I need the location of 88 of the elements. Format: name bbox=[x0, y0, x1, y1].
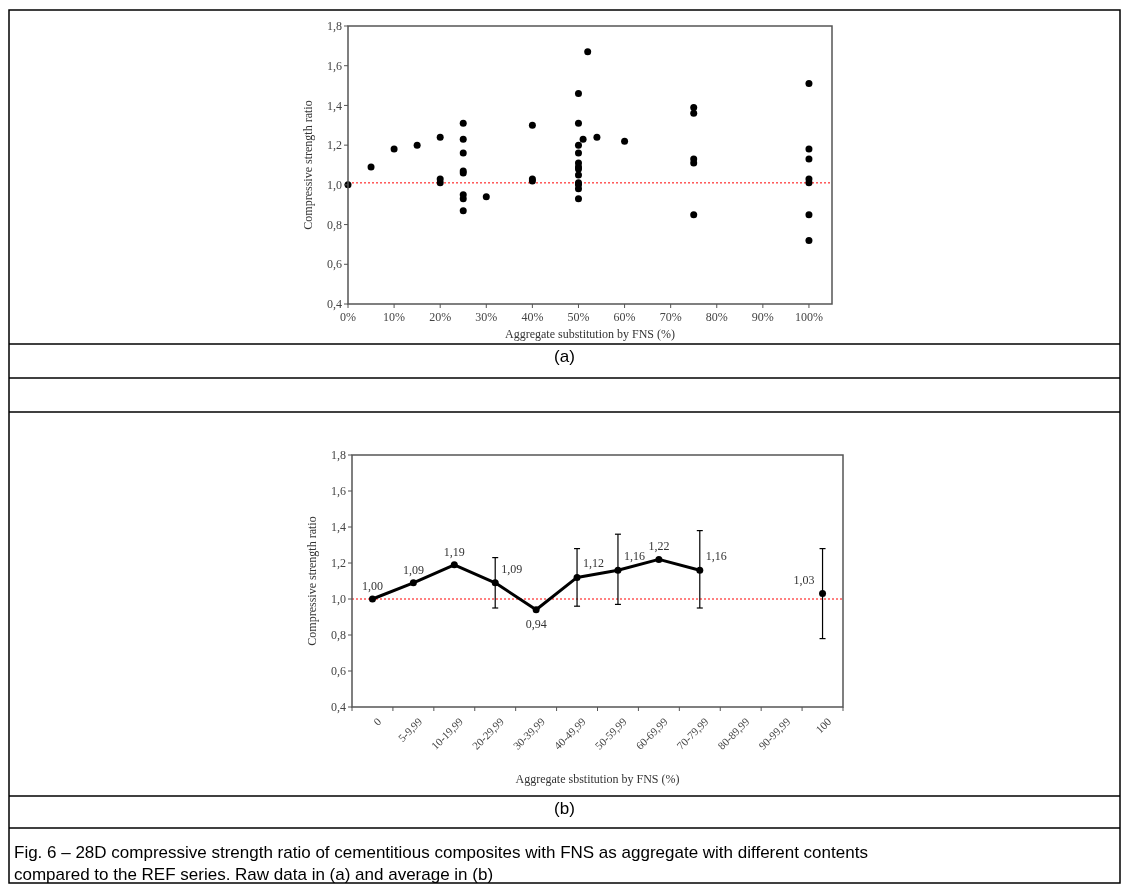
point bbox=[436, 133, 444, 141]
data-label: 1,12 bbox=[583, 556, 605, 571]
point bbox=[482, 193, 490, 201]
point bbox=[574, 171, 582, 179]
y-tick-label: 1,0 bbox=[327, 178, 342, 193]
point bbox=[459, 149, 467, 157]
x-axis-title: Aggregate substitution by FNS (%) bbox=[505, 327, 675, 341]
point bbox=[574, 149, 582, 157]
point bbox=[574, 185, 582, 193]
text: (b) bbox=[554, 799, 575, 818]
y-tick-label: 1,2 bbox=[331, 556, 346, 571]
point bbox=[690, 159, 698, 167]
point bbox=[819, 590, 827, 598]
y-tick-label: 1,6 bbox=[331, 484, 346, 499]
point bbox=[805, 145, 813, 153]
data-label: 1,09 bbox=[402, 562, 424, 577]
point bbox=[690, 103, 698, 111]
x-tick-label: 100% bbox=[794, 310, 823, 324]
point bbox=[528, 121, 536, 129]
data-label: 0,94 bbox=[525, 616, 547, 631]
y-tick-label: 0,4 bbox=[331, 700, 346, 715]
point bbox=[459, 119, 467, 127]
point bbox=[696, 566, 704, 574]
text: (a) bbox=[554, 347, 575, 366]
x-tick-label: 20% bbox=[429, 310, 452, 324]
point bbox=[614, 566, 622, 574]
point bbox=[436, 179, 444, 187]
point bbox=[584, 48, 592, 56]
point bbox=[573, 573, 581, 581]
point bbox=[690, 211, 698, 219]
y-tick-label: 0,4 bbox=[327, 297, 342, 312]
point bbox=[368, 595, 376, 603]
x-tick-label: 70% bbox=[659, 310, 682, 324]
point bbox=[805, 80, 813, 88]
point bbox=[805, 236, 813, 244]
x-tick-label: 50% bbox=[567, 310, 590, 324]
data-label: 1,16 bbox=[705, 549, 727, 564]
point bbox=[450, 561, 458, 569]
x-tick-label: 30% bbox=[475, 310, 498, 324]
point bbox=[574, 141, 582, 149]
point bbox=[413, 141, 421, 149]
y-tick-label: 0,6 bbox=[327, 257, 342, 272]
y-tick-label: 1,0 bbox=[331, 592, 346, 607]
y-tick-label: 0,8 bbox=[327, 217, 342, 232]
point bbox=[367, 163, 375, 171]
point bbox=[805, 155, 813, 163]
point bbox=[805, 211, 813, 219]
data-label: 1,00 bbox=[361, 579, 383, 593]
point bbox=[690, 109, 698, 117]
y-axis-title: Compressive strength ratio bbox=[305, 516, 319, 646]
y-tick-label: 1,4 bbox=[327, 98, 342, 113]
y-tick-label: 1,4 bbox=[331, 520, 346, 535]
point bbox=[459, 195, 467, 203]
x-tick-label: 90% bbox=[751, 310, 774, 324]
point bbox=[574, 195, 582, 203]
point bbox=[655, 555, 663, 563]
x-tick-label: 0% bbox=[340, 310, 356, 324]
x-tick-label: 0 bbox=[370, 715, 384, 728]
point bbox=[532, 606, 540, 614]
x-tick-label: 80% bbox=[705, 310, 728, 324]
x-tick-label: 60% bbox=[613, 310, 636, 324]
point bbox=[579, 135, 587, 143]
data-label: 1,19 bbox=[443, 544, 465, 559]
y-tick-label: 1,8 bbox=[327, 19, 342, 34]
y-axis-title: Compressive strength ratio bbox=[301, 100, 315, 230]
point bbox=[621, 137, 629, 145]
data-label: 1,22 bbox=[648, 539, 670, 554]
y-tick-label: 1,8 bbox=[331, 448, 346, 463]
point bbox=[491, 579, 499, 587]
point bbox=[459, 135, 467, 143]
y-tick-label: 1,2 bbox=[327, 138, 342, 153]
caption: Fig. 6 – 28D compressive strength ratio of cementitious composites with FNS as aggregate with different contents compared to the REF series. Raw data in (a) and average in (b) bbox=[14, 843, 868, 884]
point bbox=[593, 133, 601, 141]
x-tick-label: 100 bbox=[813, 715, 834, 736]
point bbox=[574, 90, 582, 98]
point bbox=[459, 207, 467, 215]
point bbox=[390, 145, 398, 153]
point bbox=[574, 119, 582, 127]
x-tick-label: 10% bbox=[383, 310, 406, 324]
data-label: 1,09 bbox=[501, 561, 523, 576]
data-label: 1,16 bbox=[623, 549, 645, 564]
y-tick-label: 1,6 bbox=[327, 58, 342, 73]
y-tick-label: 0,8 bbox=[331, 628, 346, 643]
x-axis-title: Aggregate sbstitution by FNS (%) bbox=[515, 772, 680, 786]
y-tick-label: 0,6 bbox=[331, 664, 346, 679]
point bbox=[409, 579, 417, 587]
x-tick-label: 40% bbox=[521, 310, 544, 324]
data-label: 1,03 bbox=[793, 572, 815, 587]
